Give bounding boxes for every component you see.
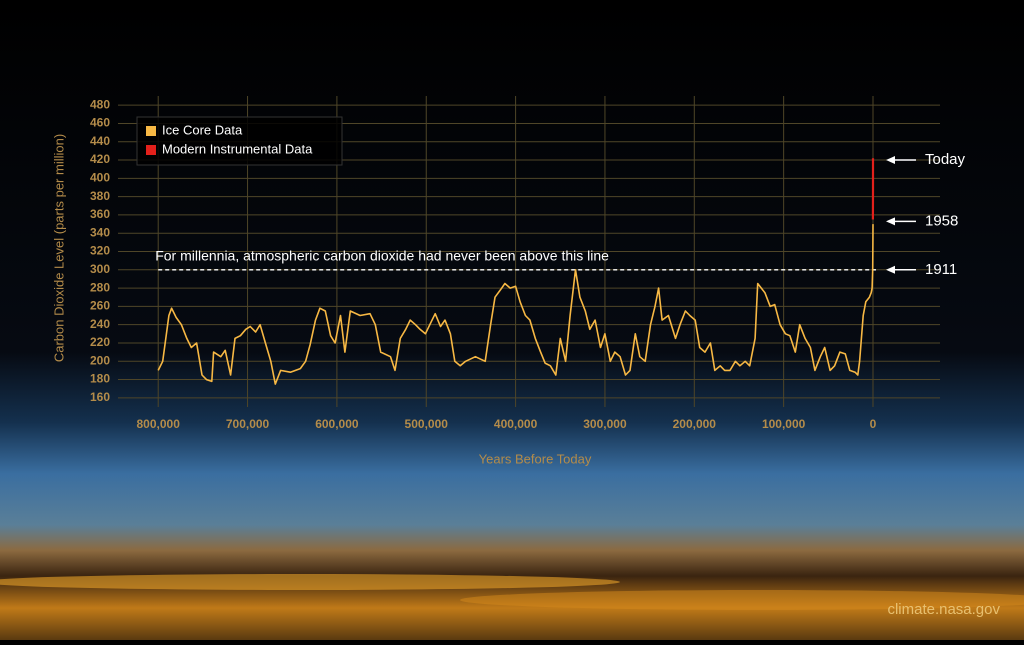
- marker-label: 1958: [925, 212, 958, 229]
- legend-label: Modern Instrumental Data: [162, 141, 313, 156]
- y-tick-label: 360: [90, 207, 110, 221]
- legend: Ice Core Data Modern Instrumental Data: [137, 117, 342, 165]
- y-tick-label: 420: [90, 152, 110, 166]
- y-tick-label: 200: [90, 353, 110, 367]
- source: climate.nasa.gov: [887, 601, 1000, 618]
- y-tick-label: 440: [90, 134, 110, 148]
- y-tick-label: 400: [90, 170, 110, 184]
- y-tick-label: 240: [90, 317, 110, 331]
- y-axis-label: Carbon Dioxide Level (parts per million): [51, 134, 66, 362]
- x-axis-label: Years Before Today: [479, 451, 592, 466]
- x-tick-label: 400,000: [494, 417, 538, 431]
- reference-label: For millennia, atmospheric carbon dioxid…: [155, 247, 609, 263]
- y-tick-label: 280: [90, 280, 110, 294]
- y-tick-label: 180: [90, 372, 110, 386]
- cloud: [0, 574, 620, 590]
- legend-swatch: [146, 126, 156, 136]
- y-tick-label: 160: [90, 390, 110, 404]
- y-tick-label: 460: [90, 116, 110, 130]
- y-tick-label: 220: [90, 335, 110, 349]
- y-tick-label: 480: [90, 97, 110, 111]
- x-tick-label: 700,000: [226, 417, 270, 431]
- y-tick-label: 300: [90, 262, 110, 276]
- x-tick-label: 500,000: [405, 417, 449, 431]
- x-tick-label: 0: [870, 417, 877, 431]
- x-tick-label: 800,000: [137, 417, 181, 431]
- y-tick-label: 340: [90, 225, 110, 239]
- marker-label: 1911: [925, 261, 957, 278]
- marker-label: Today: [925, 151, 966, 168]
- legend-swatch: [146, 145, 156, 155]
- y-tick-label: 260: [90, 299, 110, 313]
- y-tick-label: 320: [90, 244, 110, 258]
- x-tick-label: 600,000: [315, 417, 359, 431]
- legend-label: Ice Core Data: [162, 122, 243, 137]
- x-tick-label: 100,000: [762, 417, 806, 431]
- x-tick-label: 200,000: [673, 417, 717, 431]
- y-tick-label: 380: [90, 189, 110, 203]
- x-tick-label: 300,000: [583, 417, 627, 431]
